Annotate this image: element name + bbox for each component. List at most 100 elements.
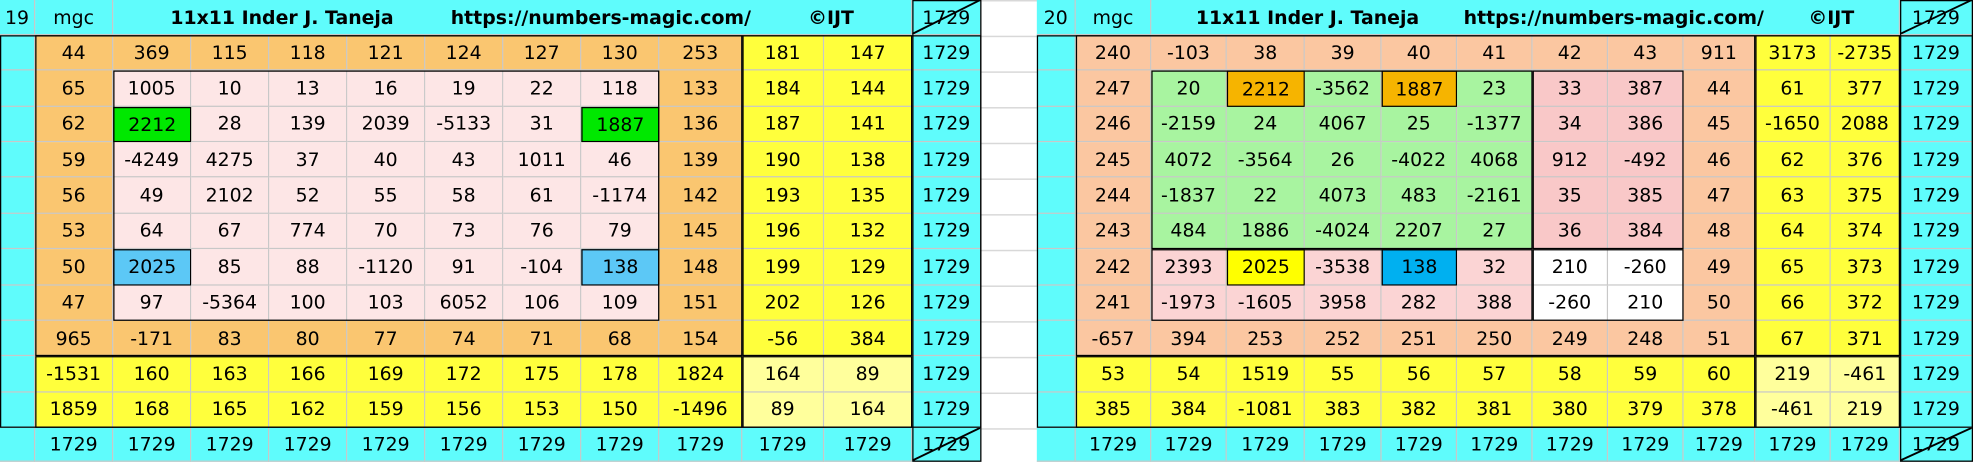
cell: 138 xyxy=(824,142,913,178)
cell: 38 xyxy=(1226,35,1305,71)
cell: 52 xyxy=(269,177,348,214)
cell: 53 xyxy=(35,213,114,250)
cell: 387 xyxy=(1608,70,1684,107)
cell: 774 xyxy=(269,213,348,250)
cell: 61 xyxy=(503,177,582,214)
title-part: 11x11 Inder J. Taneja xyxy=(170,5,394,29)
cell: 22 xyxy=(1226,177,1305,214)
cell: 55 xyxy=(1304,356,1382,393)
cell: 132 xyxy=(824,213,913,250)
cell: 67 xyxy=(1755,320,1831,357)
index-cell xyxy=(0,392,36,428)
cell: 168 xyxy=(113,392,192,428)
cell: 184 xyxy=(742,70,825,107)
cell: 76 xyxy=(503,213,582,250)
cell: 181 xyxy=(742,35,825,71)
cell: 384 xyxy=(824,320,913,357)
cell: 965 xyxy=(35,320,114,357)
cell: 219 xyxy=(1755,356,1831,393)
cell: 24 xyxy=(1226,106,1305,143)
cell: 61 xyxy=(1755,70,1831,107)
cell: 251 xyxy=(1381,320,1458,357)
cell: 240 xyxy=(1075,35,1152,71)
cell: 1859 xyxy=(35,392,114,428)
cell: 1887 xyxy=(581,106,660,143)
cell: 89 xyxy=(824,356,913,393)
cell: 154 xyxy=(659,320,743,357)
cell: 219 xyxy=(1830,392,1901,428)
cell: 1824 xyxy=(659,356,743,393)
cell: 912 xyxy=(1532,142,1609,178)
cell: 50 xyxy=(1683,285,1756,321)
cell: 2088 xyxy=(1830,106,1901,143)
cell: 394 xyxy=(1151,320,1227,357)
cell: 242 xyxy=(1075,249,1152,286)
cell: 70 xyxy=(347,213,426,250)
cell: 39 xyxy=(1304,35,1382,71)
row-sum: 1729 xyxy=(912,35,982,71)
cell: 384 xyxy=(1608,213,1684,250)
cell: 62 xyxy=(1755,142,1831,178)
cell: 253 xyxy=(1226,320,1305,357)
cell: 44 xyxy=(1683,70,1756,107)
cell: 1519 xyxy=(1226,356,1305,393)
index-cell xyxy=(0,285,36,321)
cell: 151 xyxy=(659,285,743,321)
cell: 59 xyxy=(35,142,114,178)
cell: 187 xyxy=(742,106,825,143)
cell: 253 xyxy=(659,35,743,71)
row-sum: 1729 xyxy=(1900,106,1973,143)
cell: 163 xyxy=(191,356,270,393)
column-sum: 1729 xyxy=(912,427,982,462)
cell: 55 xyxy=(347,177,426,214)
column-sum: 1729 xyxy=(113,427,192,462)
cell: 246 xyxy=(1075,106,1152,143)
cell: 37 xyxy=(269,142,348,178)
cell: 103 xyxy=(347,285,426,321)
cell: 64 xyxy=(1755,213,1831,250)
cell: 80 xyxy=(269,320,348,357)
column-sum: 1729 xyxy=(824,427,913,462)
cell: 136 xyxy=(659,106,743,143)
row-sum: 1729 xyxy=(912,392,982,428)
cell: 23 xyxy=(1457,70,1533,107)
corner-sum: 1729 xyxy=(912,0,982,36)
cell: 68 xyxy=(581,320,660,357)
row-sum: 1729 xyxy=(1900,177,1973,214)
cell: 153 xyxy=(503,392,582,428)
column-sum: 1729 xyxy=(1226,427,1305,462)
cell: -104 xyxy=(503,249,582,286)
cell: 190 xyxy=(742,142,825,178)
cell: -2161 xyxy=(1457,177,1533,214)
cell: 139 xyxy=(269,106,348,143)
index-cell xyxy=(1036,427,1076,462)
cell: 165 xyxy=(191,392,270,428)
cell: 109 xyxy=(581,285,660,321)
index-cell xyxy=(0,356,36,393)
cell: 26 xyxy=(1304,142,1382,178)
row-sum: 1729 xyxy=(1900,70,1973,107)
cell: 88 xyxy=(269,249,348,286)
cell: 374 xyxy=(1830,213,1901,250)
cell: -5364 xyxy=(191,285,270,321)
cell: 16 xyxy=(347,70,426,107)
row-sum: 1729 xyxy=(1900,392,1973,428)
cell: 28 xyxy=(191,106,270,143)
index-cell xyxy=(0,427,36,462)
cell: 56 xyxy=(1381,356,1458,393)
cell: 124 xyxy=(425,35,504,71)
column-sum: 1729 xyxy=(191,427,270,462)
cell: 100 xyxy=(269,285,348,321)
grid-label: mgc xyxy=(1075,0,1152,36)
cell: 121 xyxy=(347,35,426,71)
cell: 6052 xyxy=(425,285,504,321)
cell: -260 xyxy=(1532,285,1609,321)
cell: 20 xyxy=(1151,70,1227,107)
cell: -1120 xyxy=(347,249,426,286)
cell: 27 xyxy=(1457,213,1533,250)
cell: 911 xyxy=(1683,35,1756,71)
cell: 40 xyxy=(347,142,426,178)
cell: 380 xyxy=(1532,392,1609,428)
cell: 73 xyxy=(425,213,504,250)
row-sum: 1729 xyxy=(912,249,982,286)
